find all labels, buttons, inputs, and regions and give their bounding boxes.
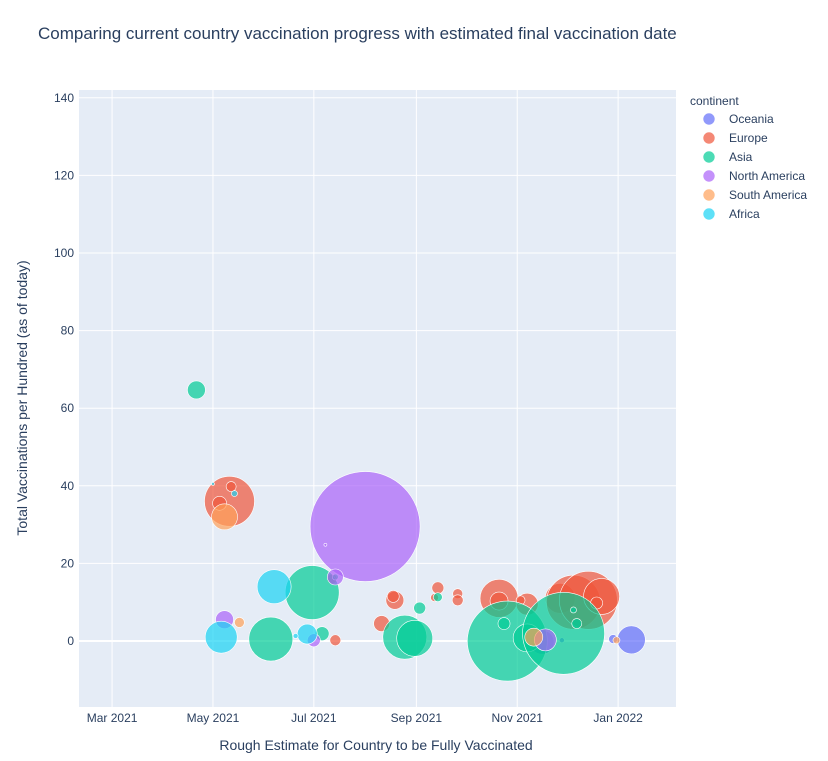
legend-item[interactable]: Oceania <box>702 112 774 126</box>
legend-label: Europe <box>729 131 768 145</box>
y-tick-label: 100 <box>54 246 74 260</box>
legend-marker <box>702 188 716 202</box>
data-point[interactable] <box>386 590 400 603</box>
legend-marker <box>702 150 716 164</box>
data-point[interactable] <box>431 581 445 595</box>
x-tick-label: Jul 2021 <box>291 711 337 725</box>
legend-marker <box>702 169 716 183</box>
data-point[interactable] <box>234 617 245 628</box>
legend-item[interactable]: Asia <box>702 150 753 164</box>
chart-title: Comparing current country vaccination pr… <box>38 24 677 43</box>
legend-title: continent <box>690 94 739 108</box>
data-point[interactable] <box>256 569 292 605</box>
data-point[interactable] <box>296 623 318 645</box>
data-point[interactable] <box>329 634 342 647</box>
y-axis-ticks: 0 20 40 60 80 100 120 140 <box>54 91 74 648</box>
legend-label: South America <box>729 188 807 202</box>
data-point[interactable] <box>433 592 443 602</box>
legend-item[interactable]: Africa <box>702 207 760 221</box>
y-tick-label: 0 <box>67 634 74 648</box>
legend-label: Asia <box>729 150 753 164</box>
series-asia <box>187 380 605 682</box>
y-tick-label: 120 <box>54 168 74 182</box>
data-point[interactable] <box>396 620 434 657</box>
data-point[interactable] <box>211 503 238 531</box>
y-tick-label: 60 <box>61 401 75 415</box>
y-tick-label: 20 <box>61 556 75 570</box>
series-africa <box>204 482 318 654</box>
data-point[interactable] <box>413 601 426 615</box>
legend-marker <box>702 207 716 221</box>
data-point[interactable] <box>570 606 577 614</box>
data-point[interactable] <box>524 627 544 647</box>
legend-label: North America <box>729 169 805 183</box>
data-point[interactable] <box>617 625 646 655</box>
y-tick-label: 140 <box>54 91 74 105</box>
data-point[interactable] <box>292 633 299 639</box>
x-tick-label: Sep 2021 <box>391 711 443 725</box>
legend-item[interactable]: South America <box>702 188 807 202</box>
x-tick-label: Nov 2021 <box>492 711 544 725</box>
x-tick-label: Jan 2022 <box>593 711 643 725</box>
data-point[interactable] <box>522 591 605 675</box>
data-point[interactable] <box>497 617 511 630</box>
data-point[interactable] <box>327 568 344 586</box>
data-point[interactable] <box>231 490 238 497</box>
legend: continent Oceania Europe Asia North America… <box>690 94 807 221</box>
data-markers <box>187 380 646 682</box>
legend-label: Oceania <box>729 112 774 126</box>
data-point[interactable] <box>204 620 238 654</box>
data-point[interactable] <box>451 594 464 607</box>
data-point[interactable] <box>211 482 215 486</box>
data-point[interactable] <box>323 542 328 547</box>
data-point[interactable] <box>612 636 621 645</box>
data-point[interactable] <box>187 380 206 400</box>
legend-marker <box>702 131 716 145</box>
legend-marker <box>702 112 716 126</box>
data-point[interactable] <box>571 618 583 629</box>
y-tick-label: 80 <box>61 324 75 338</box>
legend-item[interactable]: Europe <box>702 131 768 145</box>
x-tick-label: May 2021 <box>187 711 240 725</box>
x-axis-title: Rough Estimate for Country to be Fully V… <box>219 737 532 753</box>
data-point[interactable] <box>225 481 237 492</box>
series-south-america <box>211 503 621 647</box>
x-tick-label: Mar 2021 <box>87 711 138 725</box>
y-tick-label: 40 <box>61 479 75 493</box>
y-axis-title: Total Vaccinations per Hundred (as of to… <box>14 260 30 535</box>
data-point[interactable] <box>248 616 294 662</box>
data-point[interactable] <box>309 471 421 582</box>
legend-label: Africa <box>729 207 760 221</box>
legend-item[interactable]: North America <box>702 169 805 183</box>
x-axis-ticks: Mar 2021 May 2021 Jul 2021 Sep 2021 Nov 2021… <box>87 711 643 725</box>
